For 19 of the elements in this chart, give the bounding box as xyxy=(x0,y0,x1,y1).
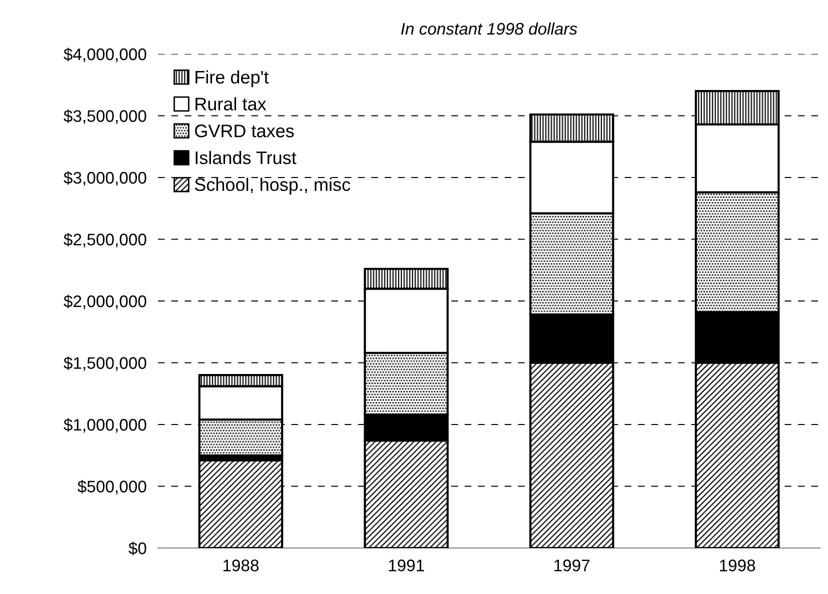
legend-label: Islands Trust xyxy=(196,150,296,164)
legend-label: GVRD taxes xyxy=(195,124,294,138)
x-tick-label: 1988 xyxy=(223,560,259,572)
legend-label: Fire dep't xyxy=(196,70,269,88)
y-tick-label: $2,000,000 xyxy=(64,294,146,310)
y-tick-label: $500,000 xyxy=(78,480,146,494)
x-tick-label: 1997 xyxy=(554,560,590,572)
legend-label: School, hosp., misc xyxy=(194,178,350,195)
chart-title: In constant 1998 dollars xyxy=(401,22,578,35)
x-tick-label: 1998 xyxy=(720,560,756,572)
y-tick-label: $1,000,000 xyxy=(64,418,146,433)
y-tick-label: $4,000,000 xyxy=(64,48,146,62)
x-tick-label: 1991 xyxy=(388,560,424,572)
y-tick-label: $2,500,000 xyxy=(64,232,146,248)
legend-label: Rural tax xyxy=(196,97,266,110)
y-tick-label: $1,500,000 xyxy=(64,356,146,371)
y-tick-label: $3,000,000 xyxy=(64,171,146,186)
y-tick-label: $0 xyxy=(128,542,146,556)
y-tick-label: $3,500,000 xyxy=(64,109,146,124)
